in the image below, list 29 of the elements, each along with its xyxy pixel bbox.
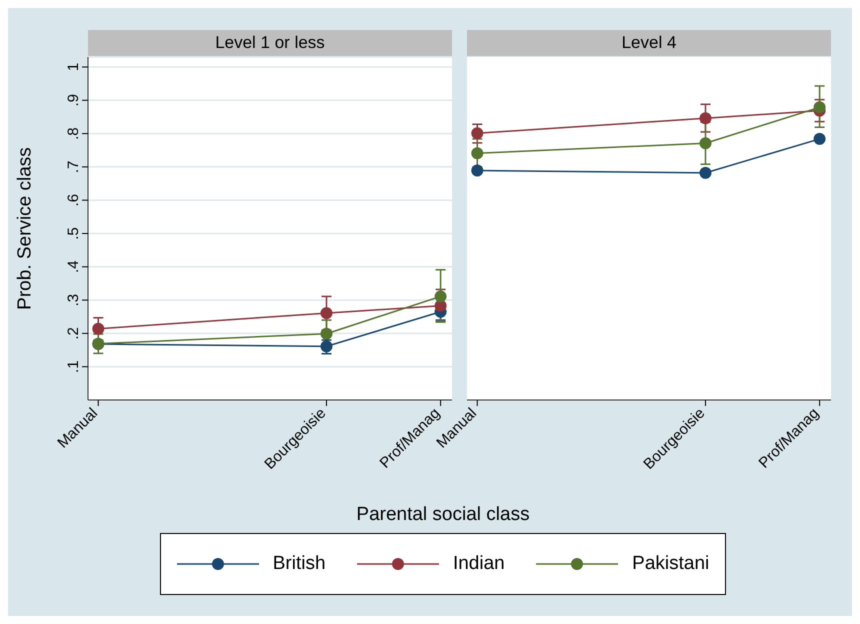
- point: [814, 101, 826, 114]
- point: [471, 147, 484, 160]
- point: [320, 328, 332, 340]
- point: [699, 137, 712, 150]
- y-tick-label: .3: [65, 294, 82, 306]
- y-tick-label: .2: [65, 327, 82, 340]
- y-tick-label: .6: [65, 194, 82, 206]
- point: [320, 307, 332, 320]
- point: [92, 322, 104, 335]
- point: [471, 164, 484, 177]
- chart-title: Level 4: [467, 30, 831, 56]
- y-tick-label: .9: [65, 94, 82, 107]
- legend-label: Indian: [452, 553, 505, 575]
- legend-label: Pakistani: [632, 553, 710, 575]
- y-tick-label: .7: [65, 160, 82, 174]
- point: [471, 127, 484, 140]
- point: [434, 290, 447, 302]
- chart-title: Level 1 or less: [88, 30, 452, 56]
- y-axis-title: Prob. Service class: [14, 147, 36, 310]
- x-axis-title: Parental social class: [355, 504, 531, 526]
- legend-label: British: [272, 553, 326, 575]
- y-tick-label: .1: [65, 360, 82, 373]
- y-tick-label: .4: [65, 260, 82, 274]
- y-tick-label: .5: [65, 227, 82, 240]
- point: [814, 132, 826, 145]
- y-tick-label: .8: [65, 127, 82, 140]
- point: [699, 112, 712, 124]
- y-tick-label: 1: [65, 62, 82, 72]
- point: [699, 166, 712, 179]
